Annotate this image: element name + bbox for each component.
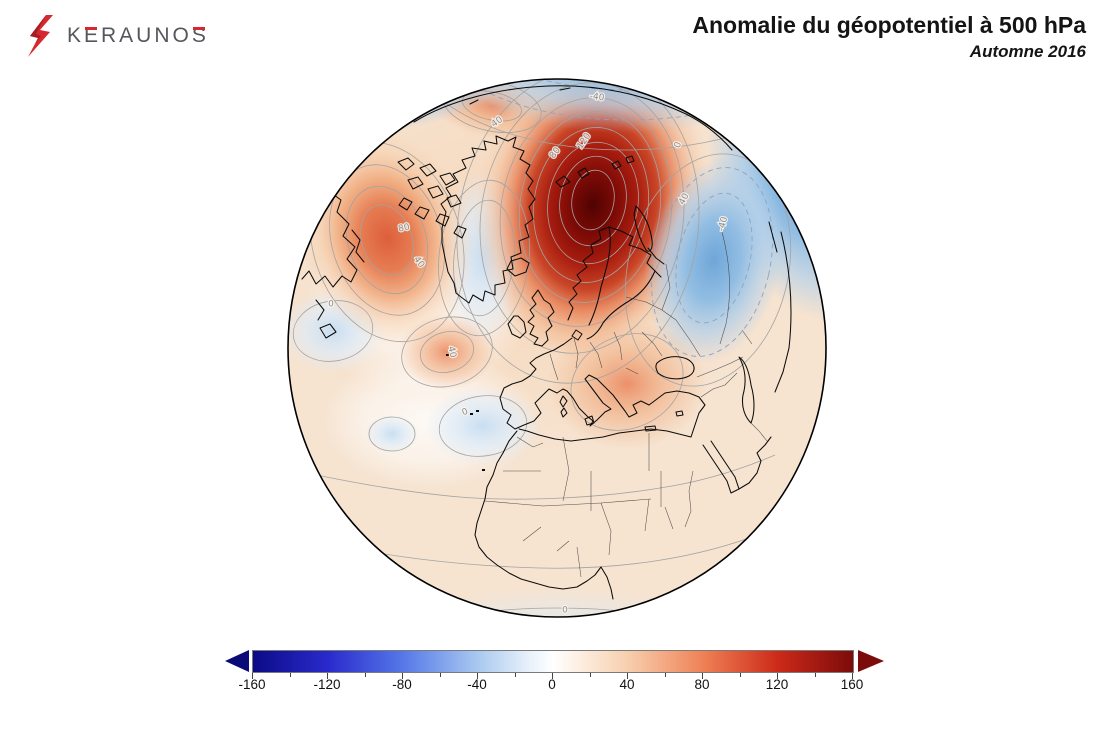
contour-value-label: 0 — [461, 407, 470, 418]
brand-accent-bar — [193, 27, 205, 30]
chart-titles: Anomalie du géopotentiel à 500 hPa Autom… — [692, 12, 1086, 62]
colorbar-tick-label: -80 — [392, 677, 412, 692]
colorbar-tick — [289, 673, 291, 677]
colorbar-tick — [627, 673, 628, 679]
colorbar-tick-label: 0 — [548, 677, 556, 692]
country-borders — [484, 231, 768, 578]
contour-value-label: 80 — [397, 222, 411, 234]
colorbar-tick-label: 160 — [840, 677, 864, 692]
contour-value-label: 0 — [328, 300, 334, 310]
colorbar-tick — [327, 673, 328, 679]
page-subtitle: Automne 2016 — [969, 42, 1086, 61]
colorbar-tick-label: -40 — [467, 677, 487, 692]
colorbar-tick — [477, 673, 478, 679]
brand-accent-bar — [85, 27, 97, 30]
colorbar-tick-label: -160 — [238, 677, 266, 692]
contour-value-label: -40 — [589, 92, 605, 104]
colorbar-underflow-arrow — [225, 650, 249, 672]
lightning-bolt-icon — [28, 15, 53, 57]
colorbar-tick-label: 80 — [694, 677, 710, 692]
colorbar-tick-label: 40 — [619, 677, 635, 692]
colorbar-tick — [514, 673, 516, 677]
colorbar: -160 -120 -80 -40 0 40 80 120 160 — [225, 649, 890, 701]
colorbar-tick — [364, 673, 366, 677]
colorbar-tick — [664, 673, 666, 677]
colorbar-tick — [402, 673, 403, 679]
colorbar-tick — [552, 673, 553, 679]
colorbar-tick — [252, 673, 253, 679]
contour-value-label: 0 — [673, 141, 684, 150]
contour-value-label: 40 — [445, 345, 457, 359]
russia-negative-anomaly — [643, 156, 785, 364]
globe-outline — [287, 78, 827, 618]
colorbar-tick — [777, 673, 778, 679]
colorbar-tick — [589, 673, 591, 677]
colorbar-tick — [814, 673, 816, 677]
keraunos-logo: KERAUNOS — [26, 14, 209, 58]
colorbar-tick — [439, 673, 441, 677]
positive-contours — [291, 79, 776, 569]
brand-name: KERAUNOS — [67, 24, 209, 47]
colorbar-tick-label: -120 — [313, 677, 341, 692]
colorbar-overflow-arrow — [858, 650, 884, 672]
page-title: Anomalie du géopotentiel à 500 hPa — [692, 12, 1086, 38]
colorbar-tick — [852, 673, 853, 679]
colorbar-tick — [739, 673, 741, 677]
colorbar-gradient — [252, 650, 854, 673]
colorbar-tick-label: 120 — [765, 677, 789, 692]
colorbar-tick — [702, 673, 703, 679]
contour-value-label: 0 — [562, 606, 568, 616]
